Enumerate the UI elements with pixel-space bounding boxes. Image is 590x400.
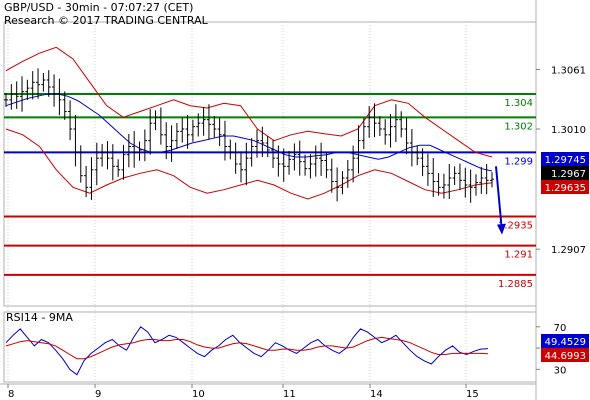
price-value-box (541, 166, 589, 180)
y-tick-label: 1.3010 (551, 125, 586, 136)
forecast-arrowhead (497, 223, 506, 235)
rsi-value-box (541, 334, 589, 348)
rsi-value-label: 44.6993 (545, 351, 586, 362)
level-label: 1.291 (504, 250, 533, 261)
x-tick-label: 11 (283, 389, 296, 400)
price-value-label: 1.29635 (545, 183, 586, 194)
level-label: 1.2935 (498, 221, 533, 232)
forecast-arrow-group (495, 166, 506, 235)
price-value-box (541, 180, 589, 194)
rsi-lines (5, 326, 489, 376)
chart-title: GBP/USD - 30min - 07:07:27 (CET) (4, 1, 193, 14)
y-tick-label: 1.2907 (551, 245, 586, 256)
level-label: 1.299 (504, 156, 533, 167)
level-label: 1.2885 (498, 279, 533, 290)
x-tick-label: 8 (8, 389, 14, 400)
level-label: 1.304 (504, 98, 533, 109)
bollinger-bands (5, 46, 493, 200)
moving-average-line (5, 93, 493, 172)
price-value-box (541, 152, 589, 166)
chart-subtitle: Research © 2017 TRADING CENTRAL (4, 14, 209, 27)
rsi-y-tick-label: 70 (554, 323, 567, 334)
y-tick-label: 1.3061 (551, 66, 586, 77)
x-axis-ticks: 8 9 10 11 14 15 (7, 384, 479, 400)
upper-band-line (5, 46, 493, 158)
price-value-boxes: 1.29745 1.2967 1.29635 (541, 152, 589, 194)
rsi-ma-line (5, 336, 489, 360)
moving-average-group (5, 93, 493, 172)
x-tick-label: 14 (370, 389, 383, 400)
x-tick-label: 15 (466, 389, 479, 400)
vertical-grid (7, 22, 467, 384)
price-bars (4, 68, 494, 203)
rsi-value-label: 49.4529 (545, 337, 586, 348)
rsi-y-tick-label: 30 (554, 365, 567, 376)
rsi-value-box (541, 348, 589, 362)
level-label: 1.302 (504, 121, 533, 132)
rsi-panel-title: RSI14 - 9MA (6, 311, 73, 324)
x-tick-label: 10 (192, 389, 205, 400)
price-y-axis: 1.3061 1.3010 1.2907 (536, 66, 586, 256)
price-value-label: 1.29745 (545, 155, 586, 166)
support-resistance-levels: 1.304 1.302 1.299 1.2935 1.291 1.2885 (4, 93, 536, 290)
forecast-arrow (495, 166, 503, 232)
x-tick-label: 9 (95, 389, 101, 400)
rsi-value-boxes: 49.4529 44.6993 (541, 334, 589, 362)
lower-band-line (5, 128, 493, 200)
price-value-label: 1.2967 (551, 169, 586, 180)
